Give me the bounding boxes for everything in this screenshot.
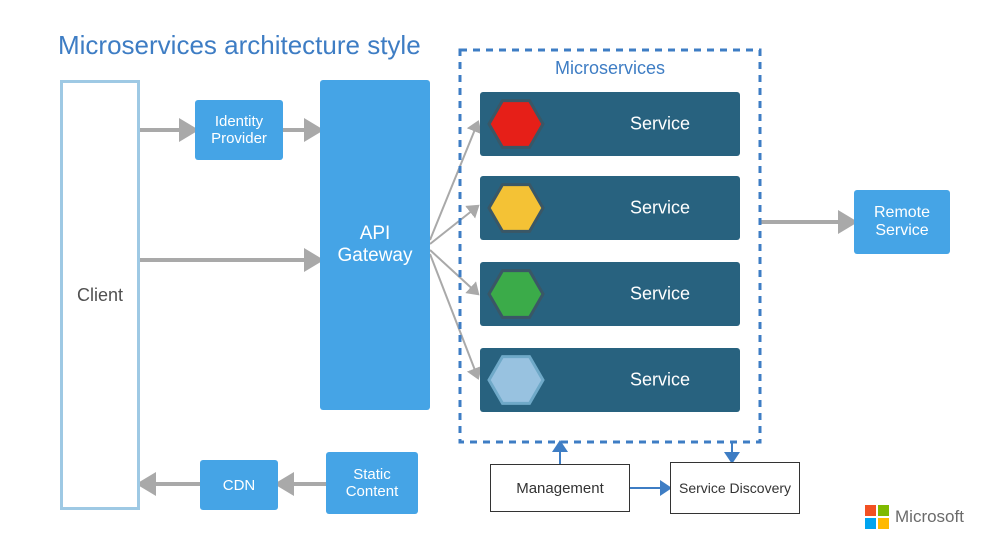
microsoft-logo: Microsoft bbox=[865, 505, 964, 529]
service-row: Service bbox=[480, 92, 740, 156]
hexagon-icon bbox=[480, 92, 740, 156]
microservices-group-title: Microservices bbox=[460, 58, 760, 79]
service-label: Service bbox=[630, 198, 690, 219]
remote-service-box: Remote Service bbox=[854, 190, 950, 254]
service-discovery-box: Service Discovery bbox=[670, 462, 800, 514]
identity-provider-box: Identity Provider bbox=[195, 100, 283, 160]
service-label: Service bbox=[630, 284, 690, 305]
cdn-box: CDN bbox=[200, 460, 278, 510]
service-label: Service bbox=[630, 114, 690, 135]
service-row: Service bbox=[480, 176, 740, 240]
client-box: Client bbox=[60, 80, 140, 510]
api-gateway-box: API Gateway bbox=[320, 80, 430, 410]
microsoft-logo-text: Microsoft bbox=[895, 507, 964, 527]
hexagon-icon bbox=[480, 176, 740, 240]
management-box: Management bbox=[490, 464, 630, 512]
service-row: Service bbox=[480, 262, 740, 326]
hexagon-icon bbox=[480, 348, 740, 412]
static-content-box: Static Content bbox=[326, 452, 418, 514]
hexagon-icon bbox=[480, 262, 740, 326]
microsoft-logo-icon bbox=[865, 505, 889, 529]
service-label: Service bbox=[630, 370, 690, 391]
service-row: Service bbox=[480, 348, 740, 412]
diagram-title: Microservices architecture style bbox=[58, 30, 421, 61]
